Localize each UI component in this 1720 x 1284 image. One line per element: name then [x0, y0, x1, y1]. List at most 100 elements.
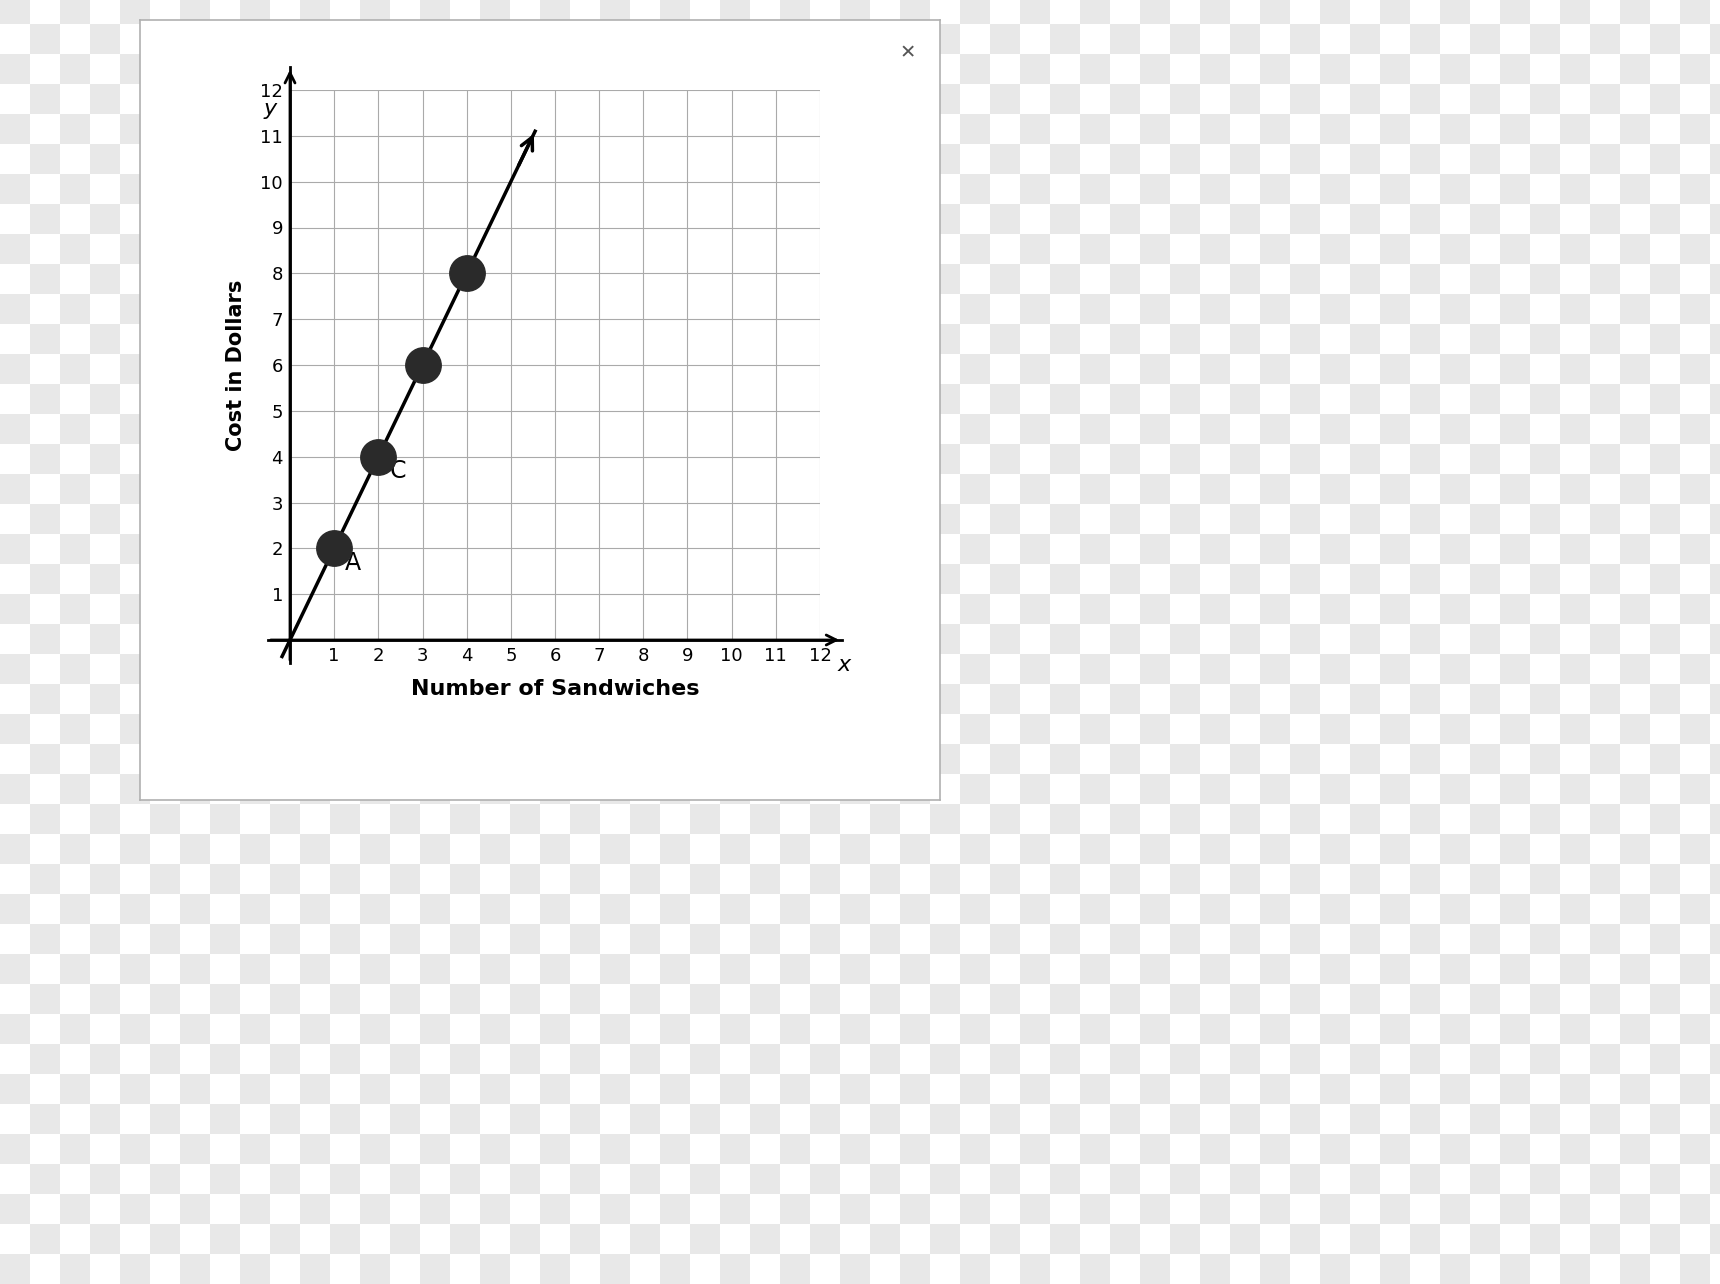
Bar	[660, 894, 690, 924]
Bar	[1649, 444, 1680, 474]
Bar	[120, 474, 150, 505]
Bar	[1471, 144, 1500, 175]
Bar	[1319, 0, 1350, 24]
Bar	[1201, 413, 1230, 444]
Bar	[1201, 774, 1230, 804]
Bar	[330, 24, 359, 54]
Bar	[1290, 624, 1319, 654]
Bar	[690, 324, 721, 354]
Bar	[1350, 265, 1379, 294]
Bar	[900, 234, 931, 265]
Bar	[480, 954, 511, 984]
Bar	[60, 413, 89, 444]
Bar	[150, 564, 181, 594]
Bar	[721, 354, 750, 384]
Bar	[299, 774, 330, 804]
Bar	[540, 234, 569, 265]
Bar	[1350, 743, 1379, 774]
Bar	[1379, 54, 1410, 83]
Bar	[721, 1014, 750, 1044]
Bar	[1410, 864, 1440, 894]
Bar	[181, 714, 210, 743]
Bar	[511, 564, 540, 594]
Bar	[1531, 864, 1560, 894]
Bar	[1201, 1254, 1230, 1284]
Bar	[60, 114, 89, 144]
Bar	[1201, 474, 1230, 505]
Bar	[960, 654, 991, 684]
Bar	[120, 175, 150, 204]
Bar	[690, 984, 721, 1014]
Bar	[299, 1073, 330, 1104]
Bar	[1350, 324, 1379, 354]
Bar	[330, 384, 359, 413]
Bar	[1080, 474, 1109, 505]
Bar	[900, 354, 931, 384]
Bar	[1410, 1044, 1440, 1073]
Bar	[89, 1044, 120, 1073]
Bar	[810, 324, 839, 354]
Bar	[540, 1194, 569, 1224]
Bar	[120, 1194, 150, 1224]
Bar	[359, 54, 390, 83]
Bar	[690, 1165, 721, 1194]
Bar	[991, 24, 1020, 54]
Bar	[991, 204, 1020, 234]
Bar	[1560, 114, 1589, 144]
Bar	[1080, 654, 1109, 684]
Bar	[1230, 505, 1261, 534]
Bar	[511, 505, 540, 534]
Bar	[1649, 684, 1680, 714]
Bar	[511, 924, 540, 954]
Bar	[120, 0, 150, 24]
Bar	[1589, 144, 1620, 175]
Bar	[1319, 234, 1350, 265]
Bar	[569, 984, 600, 1014]
Bar	[359, 354, 390, 384]
Bar	[630, 265, 660, 294]
Bar	[60, 0, 89, 24]
Bar	[480, 714, 511, 743]
Bar	[299, 534, 330, 564]
Bar	[299, 1254, 330, 1284]
Bar	[569, 804, 600, 835]
Bar	[420, 354, 451, 384]
Bar	[299, 594, 330, 624]
Bar	[511, 144, 540, 175]
Bar	[511, 1165, 540, 1194]
Bar	[420, 1073, 451, 1104]
Bar	[1620, 774, 1649, 804]
Bar	[1080, 835, 1109, 864]
Bar	[420, 1014, 451, 1044]
Bar	[870, 384, 900, 413]
Bar	[1440, 54, 1471, 83]
Bar	[299, 474, 330, 505]
Bar	[960, 1194, 991, 1224]
Bar	[1261, 1073, 1290, 1104]
Bar	[1109, 1165, 1140, 1194]
Bar	[839, 894, 870, 924]
Bar	[1471, 24, 1500, 54]
Bar	[1290, 804, 1319, 835]
Bar	[1049, 1165, 1080, 1194]
Bar	[690, 864, 721, 894]
Bar	[839, 114, 870, 144]
Bar	[600, 954, 630, 984]
Bar	[750, 924, 779, 954]
Bar	[630, 324, 660, 354]
Bar	[1500, 413, 1531, 444]
Bar	[960, 774, 991, 804]
Bar	[60, 654, 89, 684]
Bar	[1140, 0, 1170, 24]
Bar	[931, 684, 960, 714]
Bar	[330, 265, 359, 294]
Bar	[1201, 1073, 1230, 1104]
Bar	[660, 1134, 690, 1165]
Bar	[1440, 474, 1471, 505]
Bar	[420, 54, 451, 83]
Bar	[1170, 804, 1201, 835]
Bar	[270, 743, 299, 774]
Bar	[1109, 804, 1140, 835]
Bar	[390, 265, 420, 294]
Bar	[931, 1044, 960, 1073]
